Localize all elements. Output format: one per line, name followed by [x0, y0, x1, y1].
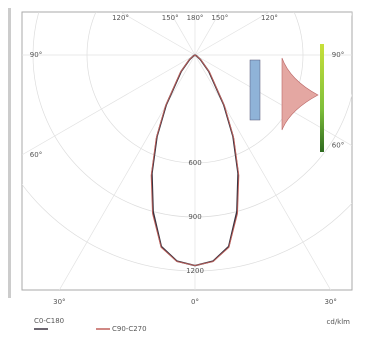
grid-ray — [59, 54, 196, 290]
theta-tick-label: 150° — [162, 14, 179, 22]
plot: 600 900 1200 150° 120° 90° 60° 30° 0° 30° 60° 90° 12… — [30, 14, 344, 306]
theta-tick-label: 120° — [261, 14, 278, 22]
grid-ray — [194, 54, 331, 290]
r-tick-label: 900 — [188, 213, 201, 221]
color-bar — [320, 44, 324, 152]
unit-label: cd/klm — [327, 318, 351, 326]
plot-frame — [21, 11, 353, 291]
theta-tick-label: 30° — [324, 298, 336, 306]
theta-tick-label: 60° — [332, 142, 344, 150]
theta-tick-label: 150° — [211, 14, 228, 22]
grid-ray — [194, 12, 221, 56]
grid-ray — [169, 12, 196, 56]
theta-tick-label: 120° — [112, 14, 129, 22]
grid-ray — [194, 54, 352, 146]
theta-tick-label: 30° — [53, 298, 65, 306]
distribution-curve — [150, 54, 240, 267]
grid-ray — [194, 12, 270, 56]
grid-ray — [120, 12, 196, 56]
theta-tick-label: 0° — [191, 298, 199, 306]
r-tick-label: 1200 — [186, 267, 204, 275]
theta-tick-label: 60° — [30, 151, 42, 159]
luminaire-icon — [249, 59, 261, 121]
theta-tick-label: 180° — [187, 14, 204, 22]
grid — [22, 12, 352, 290]
theta-tick-label: 90° — [332, 51, 344, 59]
grid-ray — [22, 54, 196, 156]
distribution-icon — [281, 57, 319, 131]
theta-tick-label: 90° — [30, 51, 42, 59]
r-tick-label: 600 — [188, 159, 201, 167]
side-bar — [8, 8, 11, 298]
legend-label: C90-C270 — [112, 325, 147, 333]
legend-label: C0-C180 — [34, 317, 64, 325]
